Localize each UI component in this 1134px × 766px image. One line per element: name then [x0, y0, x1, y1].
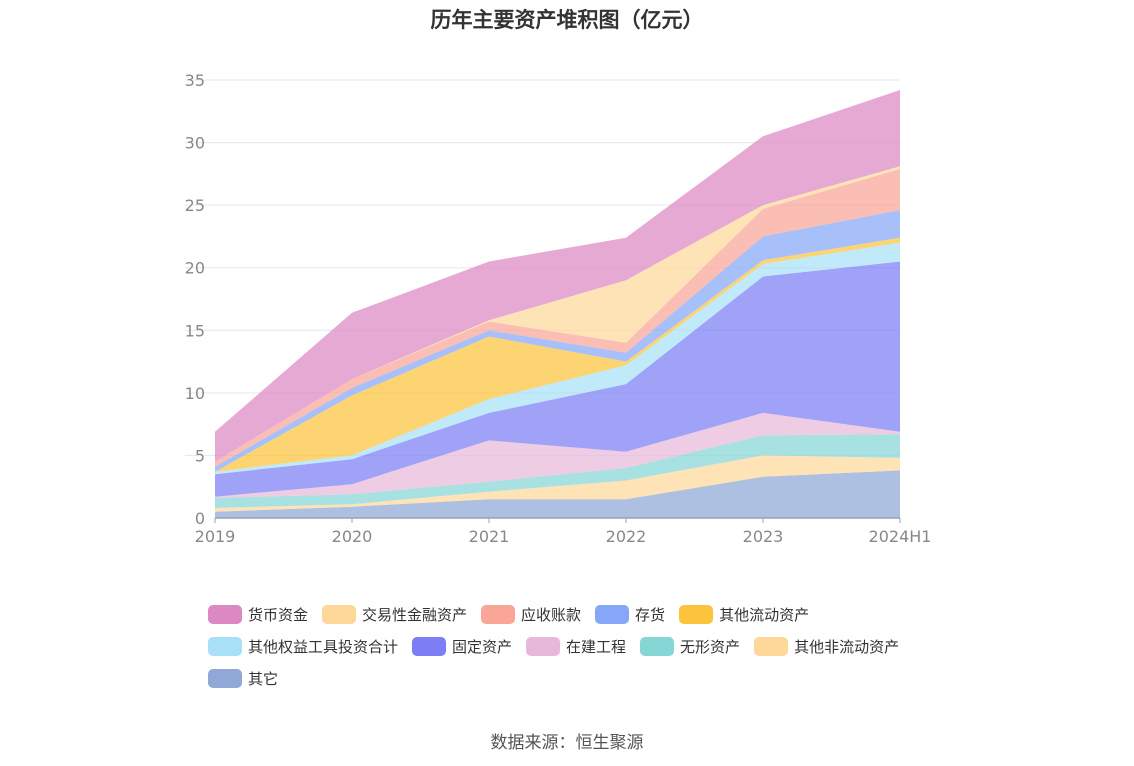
legend-label: 其他非流动资产	[794, 637, 900, 656]
y-tick-label: 10	[185, 384, 205, 403]
y-tick-label: 35	[185, 71, 205, 90]
legend-label: 其他流动资产	[719, 605, 810, 624]
area-其他非流动资产	[215, 455, 900, 512]
legend-swatch	[322, 604, 357, 624]
legend-label: 固定资产	[452, 637, 513, 656]
legend-swatch	[679, 604, 714, 624]
legend-swatch	[208, 668, 242, 688]
area-其它	[215, 470, 900, 518]
legend-item[interactable]: 其他非流动资产	[754, 636, 899, 657]
area-存货	[215, 210, 900, 472]
legend-label: 无形资产	[680, 637, 741, 656]
legend-item[interactable]: 应收账款	[481, 604, 581, 625]
x-tick-label: 2023	[743, 527, 784, 546]
y-tick-label: 15	[185, 321, 205, 340]
legend-row: 其他权益工具投资合计 固定资产 在建工程 无形资产 其他非流动资产	[208, 630, 968, 662]
legend-label: 在建工程	[566, 637, 627, 656]
area-货币资金	[215, 90, 900, 462]
legend-row: 其它	[208, 662, 968, 694]
legend-swatch	[595, 604, 630, 624]
area-固定资产	[215, 261, 900, 497]
legend-swatch	[640, 636, 675, 656]
legend-label: 存货	[635, 605, 666, 624]
x-tick-label: 2020	[332, 527, 373, 546]
legend-label: 货币资金	[248, 605, 309, 624]
legend-item[interactable]: 无形资产	[640, 636, 740, 657]
area-其他流动资产	[215, 237, 900, 472]
legend-row: 货币资金 交易性金融资产 应收账款 存货 其他流动资产	[208, 598, 968, 630]
chart-title: 历年主要资产堆积图（亿元）	[430, 8, 704, 32]
x-tick-label: 2024H1	[869, 527, 932, 546]
y-tick-label: 0	[195, 509, 205, 528]
x-tick-label: 2021	[469, 527, 510, 546]
area-其他权益工具投资合计	[215, 242, 900, 475]
legend-item[interactable]: 存货	[595, 604, 665, 625]
legend-item[interactable]: 交易性金融资产	[322, 604, 467, 625]
area-series	[215, 90, 900, 518]
data-source-note: 数据来源：恒生聚源	[490, 733, 644, 753]
legend-swatch	[481, 604, 516, 624]
legend-swatch	[526, 636, 561, 656]
legend-item[interactable]: 其他权益工具投资合计	[208, 636, 398, 657]
area-交易性金融资产	[215, 166, 900, 462]
legend-label: 其他权益工具投资合计	[248, 637, 399, 656]
axes: 0 5 10 15 20 25 30 35 2019 2020 2021 2022 2023 2024H1	[185, 71, 932, 546]
legend-item[interactable]: 其他流动资产	[679, 604, 809, 625]
legend-label: 交易性金融资产	[362, 605, 468, 624]
y-tick-label: 20	[185, 259, 205, 278]
x-tick-label: 2022	[606, 527, 647, 546]
y-tick-label: 30	[185, 134, 205, 153]
legend-item[interactable]: 在建工程	[526, 636, 626, 657]
x-tick-label: 2019	[195, 527, 236, 546]
legend-swatch	[208, 636, 242, 656]
y-tick-label: 5	[195, 446, 205, 465]
legend-item[interactable]: 货币资金	[208, 604, 308, 625]
legend-label: 应收账款	[521, 605, 582, 624]
area-应收账款	[215, 168, 900, 467]
legend-item[interactable]: 固定资产	[412, 636, 512, 657]
legend-swatch	[412, 636, 447, 656]
legend-swatch	[754, 636, 789, 656]
legend-swatch	[208, 604, 242, 624]
area-无形资产	[215, 434, 900, 508]
legend-label: 其它	[248, 669, 279, 688]
legend-item[interactable]: 其它	[208, 668, 278, 689]
area-在建工程	[215, 412, 900, 498]
legend: 货币资金 交易性金融资产 应收账款 存货 其他流动资产其他权益工具投资合计 固定资产 在建工…	[208, 598, 968, 694]
y-tick-label: 25	[185, 196, 205, 215]
